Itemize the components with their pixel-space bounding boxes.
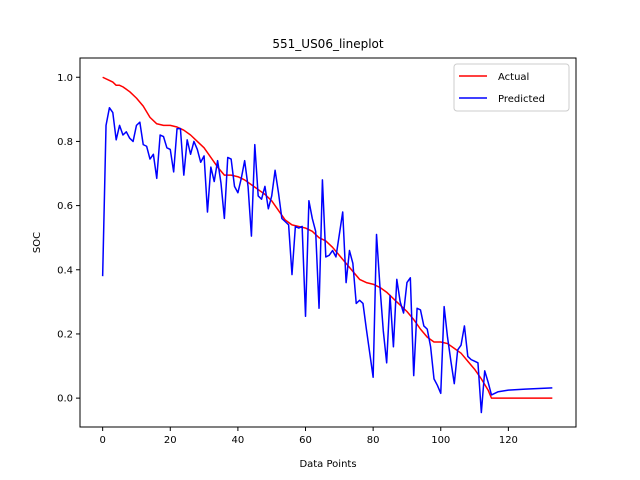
y-tick-label: 0.0 xyxy=(57,394,73,405)
x-tick-label: 120 xyxy=(499,435,518,446)
chart-title: 551_US06_lineplot xyxy=(272,37,384,51)
y-tick-label: 0.8 xyxy=(57,137,73,148)
series-line-predicted xyxy=(101,106,553,414)
x-tick-label: 80 xyxy=(367,435,380,446)
y-tick-label: 0.2 xyxy=(57,329,73,340)
x-tick-label: 60 xyxy=(299,435,312,446)
y-axis-label: SOC xyxy=(32,232,43,253)
legend: Actual Predicted xyxy=(453,63,570,112)
series-line-actual xyxy=(102,76,553,399)
plot-area xyxy=(101,76,553,414)
legend-label: Predicted xyxy=(498,94,545,105)
x-tick-label: 0 xyxy=(99,435,105,446)
axis-ticks: 0 20 40 60 80 100 120 0.0 0.2 0.4 0.6 0.8 1.0 xyxy=(57,73,518,446)
x-tick-label: 40 xyxy=(232,435,245,446)
y-tick-label: 0.6 xyxy=(57,201,73,212)
y-tick-label: 0.4 xyxy=(57,265,73,276)
y-tick-label: 1.0 xyxy=(57,73,73,84)
axes-frame xyxy=(79,57,577,428)
x-tick-label: 100 xyxy=(431,435,450,446)
x-tick-label: 20 xyxy=(164,435,177,446)
legend-label: Actual xyxy=(498,72,529,83)
x-axis-label: Data Points xyxy=(299,459,356,470)
